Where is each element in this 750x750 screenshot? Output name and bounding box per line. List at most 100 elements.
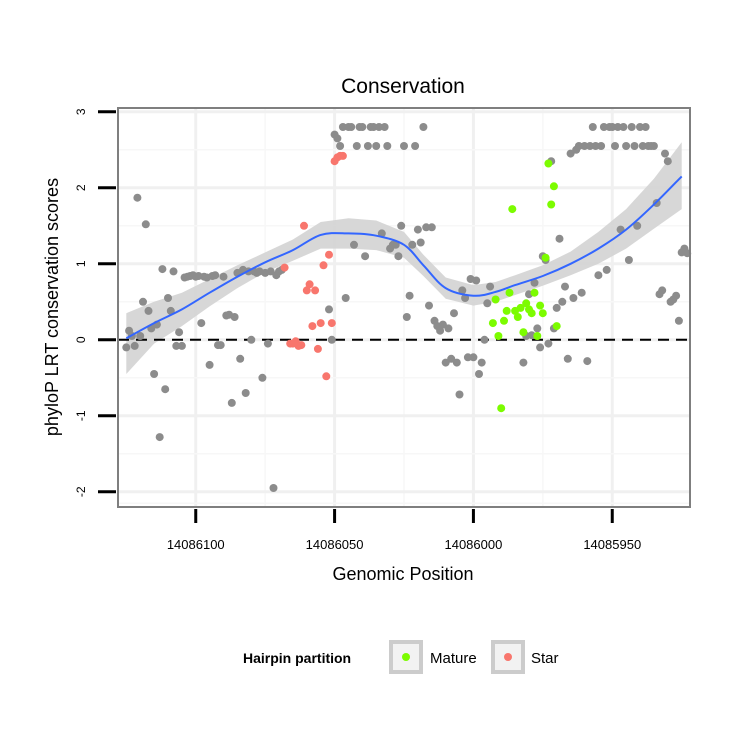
point-other: [594, 271, 603, 280]
point-other: [574, 142, 583, 150]
point-other: [227, 398, 236, 407]
point-other: [608, 123, 617, 131]
legend-label-star: Star: [531, 650, 559, 667]
point-other: [158, 265, 167, 274]
smooth-line: [125, 175, 683, 340]
point-other: [341, 294, 350, 302]
point-mature: [538, 309, 547, 318]
point-other: [530, 278, 539, 287]
point-other: [363, 142, 372, 150]
point-star: [300, 221, 308, 230]
point-other: [472, 276, 481, 285]
point-other: [205, 360, 214, 369]
point-other: [452, 358, 461, 367]
point-mature: [522, 299, 531, 308]
x-axis-label: Genomic Position: [332, 564, 473, 584]
point-other: [630, 142, 639, 150]
point-other: [408, 240, 417, 249]
point-other: [663, 157, 672, 166]
point-other: [380, 123, 389, 131]
point-mature: [516, 303, 525, 312]
point-other: [558, 297, 567, 306]
point-other: [416, 238, 425, 247]
point-other: [411, 142, 420, 150]
point-star: [322, 372, 331, 381]
x-tick-label: 14086050: [306, 537, 364, 552]
point-other: [269, 484, 278, 492]
point-other: [533, 324, 542, 333]
point-other: [400, 142, 408, 150]
point-other: [580, 142, 589, 150]
point-mature: [494, 332, 503, 340]
point-mature: [505, 288, 514, 297]
point-other: [469, 353, 478, 362]
point-other: [136, 332, 145, 340]
point-star: [316, 319, 325, 328]
point-star: [297, 341, 306, 350]
point-other: [358, 123, 367, 131]
point-star: [313, 344, 322, 353]
point-other: [419, 123, 428, 131]
point-other: [197, 319, 206, 328]
axes: 14086100 14086050 14086000 14085950 -2 -1 0 1 2 3: [74, 108, 641, 552]
point-other: [383, 142, 392, 150]
point-other: [325, 305, 333, 314]
y-tick-label: 3: [74, 108, 88, 115]
point-mature: [552, 322, 561, 331]
point-other: [361, 252, 370, 261]
point-other: [164, 294, 172, 302]
point-other: [519, 358, 528, 367]
point-other: [602, 265, 611, 274]
point-other: [150, 370, 159, 378]
point-other: [636, 123, 644, 131]
point-other: [230, 313, 239, 321]
point-mature: [500, 316, 508, 325]
point-star: [305, 280, 314, 289]
y-tick-label: 0: [74, 336, 88, 343]
point-other: [627, 123, 636, 131]
point-other: [211, 271, 220, 280]
point-other: [266, 267, 275, 276]
point-other: [661, 149, 669, 158]
point-other: [166, 306, 175, 315]
point-other: [422, 223, 431, 232]
point-other: [583, 357, 592, 366]
point-star: [325, 250, 333, 259]
point-other: [591, 142, 600, 150]
legend-star-marker: [504, 653, 512, 661]
point-other: [405, 291, 414, 300]
point-other: [236, 354, 245, 363]
point-other: [350, 240, 358, 249]
point-other: [486, 282, 495, 291]
x-tick-label: 14086100: [167, 537, 225, 552]
point-other: [566, 149, 575, 158]
point-other: [336, 142, 345, 150]
point-other: [391, 240, 400, 249]
point-other: [427, 223, 436, 232]
point-other: [638, 142, 647, 150]
point-other: [216, 341, 225, 350]
point-other: [613, 123, 622, 131]
panel-border: [117, 107, 691, 508]
point-mature: [544, 159, 553, 168]
point-star: [327, 319, 336, 328]
legend-mature-marker: [402, 653, 410, 661]
point-mature: [533, 332, 542, 340]
point-other: [450, 309, 458, 318]
point-other: [327, 335, 336, 344]
point-star: [311, 286, 320, 295]
point-other: [247, 335, 256, 344]
point-other: [402, 313, 411, 321]
point-other: [394, 252, 403, 261]
confidence-band: [126, 142, 682, 374]
point-mature: [488, 319, 497, 328]
point-mature: [491, 295, 500, 304]
point-star: [302, 286, 311, 295]
point-mature: [549, 182, 558, 191]
point-mature: [497, 404, 506, 413]
point-other: [122, 343, 131, 352]
point-other: [258, 373, 267, 382]
point-mature: [513, 313, 522, 321]
point-star: [338, 151, 347, 160]
